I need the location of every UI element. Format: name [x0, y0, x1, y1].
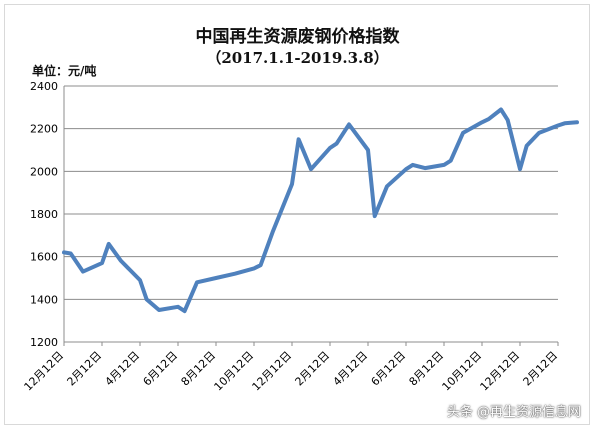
x-tick-label: 10月12日	[212, 349, 257, 394]
x-tick-label: 12月12日	[250, 349, 295, 394]
y-tick-label: 1800	[30, 208, 58, 221]
y-tick-label: 2400	[30, 80, 58, 93]
x-tick-label: 10月12日	[440, 349, 485, 394]
y-tick-label: 2000	[30, 165, 58, 178]
x-tick-label: 6月12日	[141, 349, 181, 389]
y-tick-label: 1400	[30, 293, 58, 306]
chart-frame	[4, 4, 590, 425]
chart-title: 中国再生资源废钢价格指数	[195, 27, 400, 47]
x-tick-label: 2月12日	[293, 349, 333, 389]
unit-label: 单位：元/吨	[32, 64, 97, 78]
watermark: 头条 @再生资源信息网	[446, 405, 581, 420]
chart-subtitle: （2017.1.1-2019.3.8）	[206, 49, 389, 67]
y-tick-label: 1200	[30, 336, 58, 349]
x-tick-label: 4月12日	[103, 349, 143, 389]
x-tick-label: 2月12日	[65, 349, 105, 389]
x-tick-label: 12月12日	[478, 349, 523, 394]
y-tick-label: 1600	[30, 251, 58, 264]
x-tick-label: 2月12日	[521, 349, 561, 389]
price-index-line	[62, 107, 579, 314]
x-tick-label: 6月12日	[369, 349, 409, 389]
x-tick-label: 4月12日	[331, 349, 371, 389]
y-tick-label: 2200	[30, 123, 58, 136]
x-tick-label: 12月12日	[22, 349, 67, 394]
